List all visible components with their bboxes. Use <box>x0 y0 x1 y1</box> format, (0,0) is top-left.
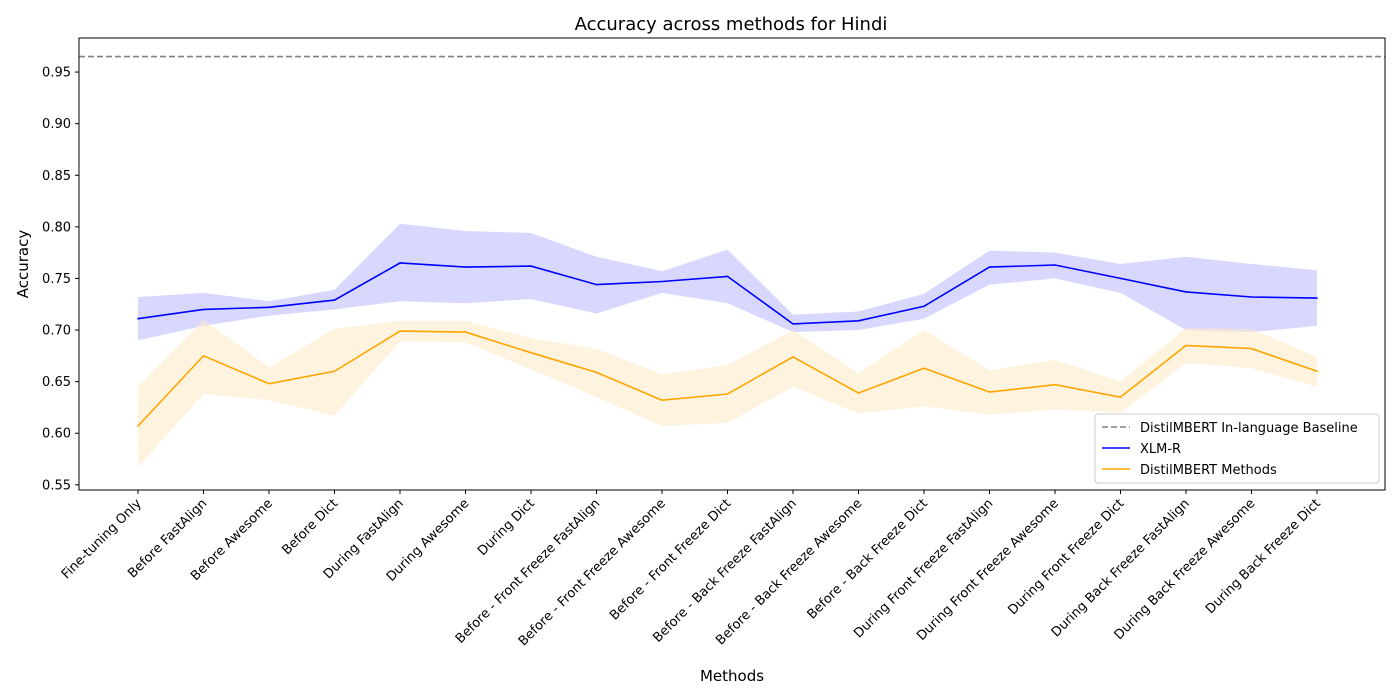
data-point <box>1316 370 1318 373</box>
data-point <box>399 330 401 332</box>
x-axis-label: Methods <box>700 667 764 685</box>
data-point <box>661 399 663 402</box>
data-point <box>137 425 139 427</box>
data-point <box>857 392 860 394</box>
data-point <box>857 319 860 322</box>
x-tick-label: Before - Back Freeze Dict <box>805 496 931 622</box>
data-point <box>530 265 532 267</box>
data-point <box>268 382 270 385</box>
y-tick-label: 0.80 <box>42 220 71 235</box>
data-point <box>1054 383 1056 386</box>
y-tick-label: 0.60 <box>42 427 71 442</box>
chart-title: Accuracy across methods for Hindi <box>575 14 888 35</box>
y-axis-label: Accuracy <box>14 230 32 299</box>
data-point <box>399 262 401 264</box>
y-tick-label: 0.90 <box>42 117 71 132</box>
data-point <box>792 356 794 358</box>
series-lines <box>137 262 1318 427</box>
y-tick-label: 0.65 <box>42 375 71 390</box>
data-point <box>726 393 729 395</box>
legend: DistilMBERT In-language Baseline XLM-R Dis… <box>1094 413 1380 484</box>
x-tick-label: During Dict <box>475 496 538 559</box>
legend-label: DistilMBERT In-language Baseline <box>1140 421 1358 436</box>
x-tick-label: Before - Back Freeze FastAlign <box>650 496 799 645</box>
legend-label: XLM-R <box>1140 442 1181 457</box>
data-point <box>923 305 925 308</box>
data-point <box>202 355 205 357</box>
plot-frame <box>78 37 1386 491</box>
x-tick-label: Before - Front Freeze FastAlign <box>453 496 603 646</box>
y-tick-label: 0.70 <box>42 324 71 339</box>
x-tick-label: During Back Freeze FastAlign <box>1049 496 1193 640</box>
data-point <box>595 371 598 374</box>
legend-box <box>1094 413 1380 484</box>
data-point <box>464 331 467 333</box>
data-point <box>726 275 729 278</box>
data-point <box>1185 291 1187 293</box>
data-point <box>530 351 532 354</box>
y-axis: 0.55 0.60 0.65 0.70 0.75 0.80 0.85 0.90 0.95 <box>42 66 79 493</box>
data-point <box>333 299 336 301</box>
data-point <box>595 283 598 286</box>
data-point <box>333 370 336 373</box>
y-tick-label: 0.55 <box>42 478 71 493</box>
x-tick-label: During Front Freeze Awesome <box>914 496 1062 644</box>
data-point <box>464 266 467 268</box>
x-tick-label: During Front Freeze FastAlign <box>851 496 996 641</box>
y-tick-label: 0.95 <box>42 66 71 81</box>
data-point <box>1185 344 1187 347</box>
data-point <box>1250 347 1253 350</box>
confidence-band-0 <box>138 223 1317 341</box>
x-tick-label: Before - Back Freeze Awesome <box>713 496 865 648</box>
y-tick-label: 0.75 <box>42 272 71 287</box>
data-point <box>988 266 991 268</box>
legend-label: DistilMBERT Methods <box>1140 463 1277 478</box>
x-tick-label: Before - Front Freeze Dict <box>607 496 734 623</box>
data-point <box>202 308 205 311</box>
data-point <box>988 391 991 393</box>
data-point <box>661 280 663 283</box>
x-tick-label: During Back Freeze Awesome <box>1112 496 1259 643</box>
x-tick-label: Before Dict <box>279 496 341 558</box>
x-tick-label: During Front Freeze Dict <box>1006 496 1128 618</box>
data-point <box>792 323 794 325</box>
y-tick-label: 0.85 <box>42 169 71 184</box>
data-point <box>137 317 139 320</box>
data-point <box>1054 264 1056 266</box>
data-point <box>1119 396 1122 398</box>
data-point <box>1250 296 1253 298</box>
data-point <box>923 367 925 370</box>
data-point <box>1316 297 1318 299</box>
x-tick-label: During Back Freeze Dict <box>1203 496 1324 617</box>
data-point <box>268 306 270 309</box>
data-point <box>1119 277 1122 280</box>
